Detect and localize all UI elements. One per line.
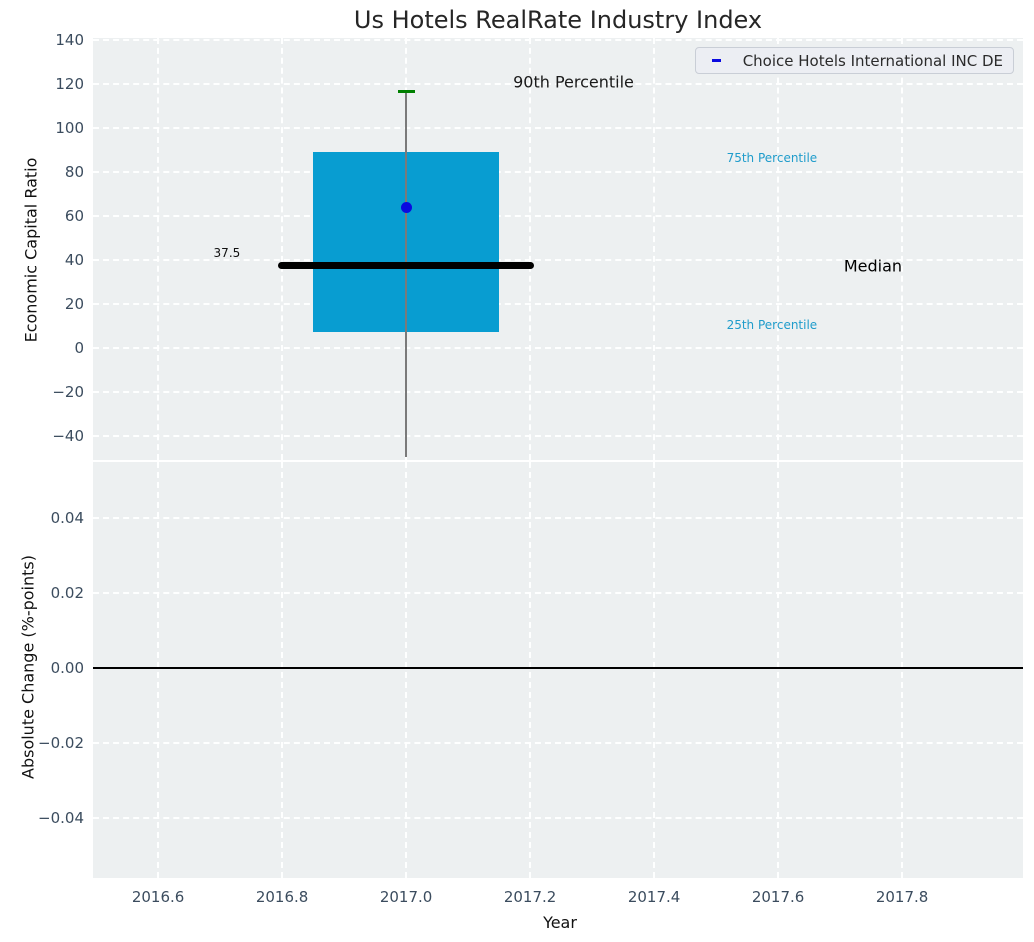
gridline-horizontal xyxy=(93,516,1023,519)
top-y-tick-label: 60 xyxy=(64,206,84,225)
top-y-tick-label: 140 xyxy=(55,30,84,49)
chart-title: Us Hotels RealRate Industry Index xyxy=(353,6,763,34)
annotation-37-5: 37.5 xyxy=(213,245,241,260)
gridline-horizontal xyxy=(93,82,1023,85)
median-line xyxy=(278,262,535,269)
company-point xyxy=(400,201,412,213)
gridline-vertical xyxy=(653,462,656,878)
top-y-tick-label: −40 xyxy=(52,427,84,446)
gridline-horizontal xyxy=(93,303,1023,305)
whisker-line xyxy=(405,91,407,457)
gridline-vertical xyxy=(653,38,656,460)
legend-line-swatch xyxy=(712,59,721,62)
x-tick-label: 2017.6 xyxy=(751,888,805,906)
top-y-tick-label: −20 xyxy=(52,383,84,401)
annotation-25th-percentile: 25th Percentile xyxy=(726,317,818,332)
gridline-vertical xyxy=(901,38,904,460)
gridline-vertical xyxy=(281,462,284,878)
bottom-y-tick-label: 0.04 xyxy=(50,508,84,527)
gridline-vertical xyxy=(281,38,284,460)
x-tick-label: 2017.2 xyxy=(503,888,557,906)
gridline-horizontal xyxy=(93,741,1023,744)
annotation-90th-percentile: 90th Percentile xyxy=(513,72,634,92)
annotation-median: Median xyxy=(843,256,903,276)
top-y-tick-label: 120 xyxy=(55,74,84,93)
x-tick-label: 2017.0 xyxy=(379,888,433,906)
gridline-vertical xyxy=(777,462,780,878)
top-y-tick-label: 20 xyxy=(64,295,84,313)
bottom-y-tick-label: 0.02 xyxy=(50,583,84,602)
bottom-axes xyxy=(93,462,1023,878)
bottom-y-tick-label: −0.04 xyxy=(38,808,84,827)
gridline-horizontal xyxy=(93,391,1023,393)
top-y-axis-label: Economic Capital Ratio xyxy=(21,157,41,343)
x-tick-label: 2016.8 xyxy=(255,888,309,906)
gridline-horizontal xyxy=(93,170,1023,173)
gridline-horizontal xyxy=(93,347,1023,349)
top-y-tick-label: 40 xyxy=(64,251,84,269)
top-axes: 90th Percentile 75th Percentile Median 25th… xyxy=(93,38,1023,460)
annotation-75th-percentile: 75th Percentile xyxy=(726,150,818,165)
bottom-y-tick-label: 0.00 xyxy=(50,658,84,677)
gridline-horizontal xyxy=(93,816,1023,819)
top-y-tick-label: 80 xyxy=(64,162,84,181)
top-y-tick-label: 0 xyxy=(74,339,84,357)
gridline-vertical xyxy=(157,462,160,878)
gridline-horizontal xyxy=(93,214,1023,217)
bottom-y-tick-label: −0.02 xyxy=(38,733,84,752)
gridline-vertical xyxy=(529,462,532,878)
gridline-vertical xyxy=(529,38,532,460)
x-tick-label: 2016.6 xyxy=(131,888,185,906)
x-tick-label: 2017.8 xyxy=(875,888,929,906)
gridline-horizontal xyxy=(93,259,1023,261)
gridline-horizontal xyxy=(93,38,1023,41)
gridline-horizontal xyxy=(93,435,1023,438)
top-y-tick-label: 100 xyxy=(55,118,84,137)
gridline-horizontal xyxy=(93,591,1023,594)
x-axis-label: Year xyxy=(543,913,577,932)
legend-label: Choice Hotels International INC DE xyxy=(742,51,1003,70)
x-tick-label: 2017.4 xyxy=(627,888,681,906)
whisker-cap-90th xyxy=(397,90,415,94)
gridline-vertical xyxy=(777,38,780,460)
legend[interactable]: Choice Hotels International INC DE xyxy=(695,47,1014,74)
gridline-vertical xyxy=(901,462,904,878)
gridline-horizontal xyxy=(93,126,1023,129)
gridline-vertical xyxy=(405,462,408,878)
zero-change-line xyxy=(93,666,1023,669)
gridline-vertical xyxy=(157,38,160,460)
